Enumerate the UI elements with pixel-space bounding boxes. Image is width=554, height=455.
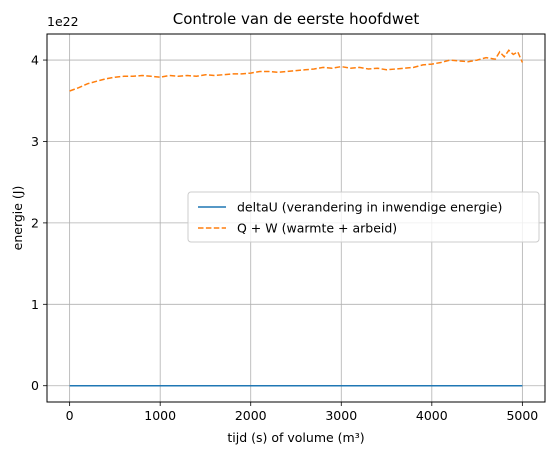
legend-box [187,191,540,243]
x-tick-label: 3000 [325,408,357,423]
y-tick-label: 4 [31,53,39,68]
legend-label-2: Q + W (warmte + arbeid) [237,221,397,236]
y-axis-scale-label: 1e22 [47,14,79,29]
x-tick-label: 1000 [144,408,176,423]
x-tick-label: 0 [66,408,74,423]
series-lines [69,49,524,387]
series-line-2 [69,49,524,92]
y-tick-label: 0 [31,378,39,393]
y-tick-label: 3 [31,134,39,149]
y-axis-title: energie (J) [10,186,25,251]
x-tick-label: 4000 [416,408,448,423]
x-tick-label: 5000 [506,408,538,423]
plot-area-frame [46,33,546,403]
legend-label-1: deltaU (verandering in inwendige energie… [237,200,502,215]
y-tick-label: 1 [31,297,39,312]
x-tick-label: 2000 [235,408,267,423]
chart-title: Controle van de eerste hoofdwet [173,10,420,28]
x-axis-title: tijd (s) of volume (m³) [227,430,364,445]
axis-ticks: 0 1000 2000 3000 4000 5000 0 1 2 3 4 [31,53,538,423]
y-tick-label: 2 [31,215,39,230]
legend: deltaU (verandering in inwendige energie… [187,191,540,243]
